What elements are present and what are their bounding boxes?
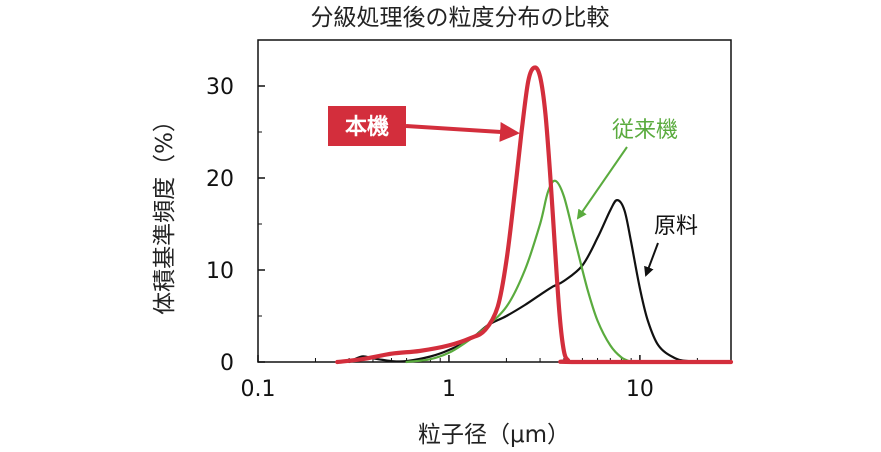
annotation-arrow <box>644 242 659 277</box>
series-line--5aab3e <box>405 179 633 364</box>
series-layer <box>335 65 734 365</box>
annotation-arrow <box>576 146 628 220</box>
annotation-label: 原料 <box>654 214 698 239</box>
annotation-box <box>328 106 406 146</box>
y-tick-label: 10 <box>206 259 234 284</box>
axis-ticks: 0.1 1 10 0 10 20 30 <box>206 75 698 402</box>
chart-title: 分級処理後の粒度分布の比較 <box>311 5 610 31</box>
annotation-label: 従来機 <box>612 118 678 143</box>
y-tick-label: 20 <box>206 167 234 192</box>
x-tick-label: 10 <box>626 377 654 402</box>
series-line--d32e3c <box>335 65 734 365</box>
y-tick-label: 30 <box>206 75 234 100</box>
annotation-arrow <box>405 122 520 142</box>
x-tick-label: 0.1 <box>241 377 276 402</box>
x-axis-label: 粒子径（μm） <box>418 422 570 448</box>
y-axis-label: 体積基準頻度（%） <box>152 109 178 315</box>
plot-frame <box>257 39 732 363</box>
annotation-label: 本機 <box>345 115 389 140</box>
x-tick-label: 1 <box>442 377 456 402</box>
y-tick-label: 0 <box>220 351 234 376</box>
